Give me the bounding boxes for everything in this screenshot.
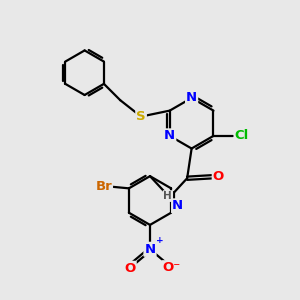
Text: N: N [186,92,197,104]
Text: O: O [124,262,136,275]
Text: S: S [136,110,146,123]
Text: Cl: Cl [235,129,249,142]
Text: N: N [172,200,183,212]
Text: O: O [213,170,224,183]
Text: N: N [144,243,156,256]
Text: N: N [164,129,175,142]
Text: H: H [164,191,172,201]
Text: O⁻: O⁻ [162,261,181,274]
Text: Br: Br [95,180,112,194]
Text: +: + [156,236,164,245]
